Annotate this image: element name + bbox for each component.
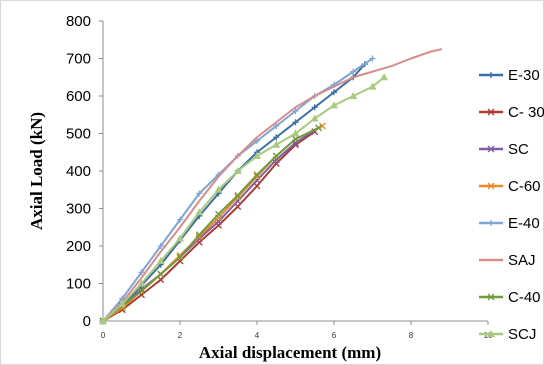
y-tick-label: 600 — [66, 88, 91, 105]
data-point — [196, 190, 203, 197]
legend-label: E-30 — [508, 67, 540, 84]
y-tick-label: 400 — [66, 163, 91, 180]
y-tick-label: 300 — [66, 201, 91, 218]
legend-label: SCJ — [508, 326, 536, 343]
legend-item: E-30 — [479, 67, 540, 84]
legend-marker — [487, 108, 495, 116]
data-point — [380, 73, 389, 81]
data-point — [253, 171, 261, 179]
y-tick-label: 100 — [66, 276, 91, 293]
x-tick-label: 4 — [255, 331, 260, 340]
series-scj — [99, 73, 389, 324]
data-point — [253, 182, 261, 190]
data-point — [318, 122, 326, 130]
data-point — [253, 173, 261, 181]
data-point — [177, 216, 183, 223]
data-point — [292, 119, 299, 126]
series-line — [102, 127, 320, 322]
data-point — [253, 152, 261, 159]
data-point — [234, 191, 242, 199]
data-point — [292, 135, 299, 143]
y-axis-title: Axial Load (kN) — [27, 112, 46, 230]
data-point — [350, 68, 357, 75]
y-tick-label: 200 — [66, 238, 91, 255]
data-point — [176, 253, 184, 261]
data-point — [138, 287, 145, 295]
legend-item: C-40 — [479, 289, 541, 306]
data-point — [234, 193, 242, 201]
series-line — [102, 76, 385, 322]
data-point — [310, 114, 319, 122]
legend-item: C- 30 — [479, 104, 544, 121]
legend-label: SAJ — [508, 252, 536, 269]
y-tick-label: 0 — [83, 313, 91, 330]
data-point — [99, 317, 107, 324]
legend-marker — [487, 145, 495, 153]
data-point — [273, 123, 280, 129]
legend-label: C-40 — [508, 289, 541, 306]
data-point — [330, 101, 338, 109]
x-tick-label: 0 — [101, 331, 106, 340]
x-tick-label: 2 — [178, 331, 183, 340]
axes: 01002003004005006007008000246810 — [66, 13, 493, 340]
legend-label: E-40 — [508, 215, 540, 232]
data-point — [118, 300, 127, 308]
legend-marker — [488, 220, 494, 226]
data-point — [137, 279, 146, 287]
data-point — [195, 231, 203, 239]
data-point — [214, 185, 223, 193]
y-tick-label: 700 — [66, 51, 91, 68]
data-point — [215, 210, 222, 218]
data-point — [234, 203, 242, 211]
legend-marker — [488, 72, 494, 78]
data-point — [292, 108, 299, 114]
data-point — [156, 257, 165, 264]
series-saj — [102, 48, 443, 322]
data-point — [138, 285, 145, 293]
data-point — [233, 167, 242, 174]
legend: E-30 C- 30 SC C-60 E-40 SAJ C-40 SCJ — [479, 67, 544, 343]
data-point — [349, 92, 358, 99]
legend-marker — [487, 182, 495, 190]
data-point — [369, 55, 376, 62]
legend-marker — [487, 293, 495, 301]
legend-item: C-60 — [479, 178, 541, 195]
data-point — [331, 89, 337, 96]
data-point — [195, 208, 204, 216]
legend-item: SCJ — [479, 326, 536, 343]
data-point — [311, 104, 318, 111]
data-point — [315, 124, 323, 132]
legend-marker — [487, 330, 495, 337]
x-axis-title: Axial displacement (mm) — [199, 343, 381, 362]
data-point — [368, 82, 377, 90]
data-point — [272, 152, 280, 160]
series-line — [102, 48, 443, 322]
y-tick-label: 800 — [66, 13, 91, 30]
legend-item: E-40 — [479, 215, 540, 232]
legend-label: C- 30 — [508, 104, 544, 121]
data-point — [254, 138, 260, 144]
x-tick-label: 6 — [332, 331, 337, 340]
legend-item: SAJ — [479, 252, 536, 269]
data-point — [273, 134, 280, 141]
legend-item: SC — [479, 141, 529, 158]
data-point — [291, 129, 300, 137]
data-point — [157, 276, 165, 284]
data-point — [138, 269, 145, 276]
data-point — [176, 234, 184, 242]
y-tick-label: 500 — [66, 126, 91, 143]
data-point — [157, 243, 164, 249]
x-tick-label: 8 — [409, 331, 414, 340]
series-layer — [99, 48, 443, 325]
data-point — [157, 270, 165, 278]
legend-label: C-60 — [508, 178, 541, 195]
legend-label: SC — [508, 141, 529, 158]
data-point — [272, 140, 281, 148]
